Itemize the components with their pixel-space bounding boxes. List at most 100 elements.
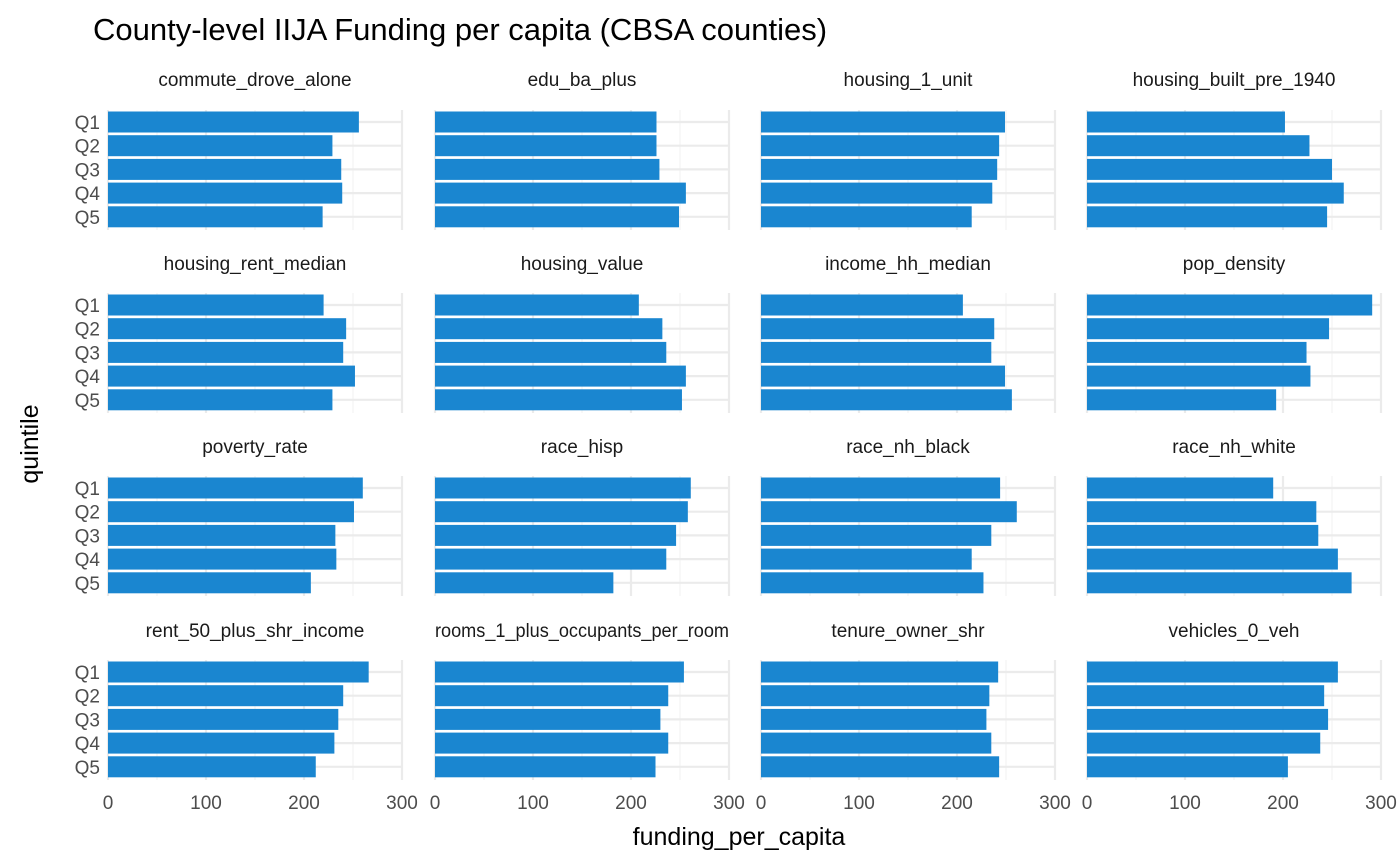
x-tick-label: 200 <box>288 793 320 814</box>
bar <box>435 477 691 499</box>
bar <box>108 182 343 204</box>
x-tick-label: 300 <box>1039 793 1071 814</box>
x-tick-label: 200 <box>941 793 973 814</box>
y-tick-label: Q4 <box>75 367 101 388</box>
bar <box>761 524 992 546</box>
bar <box>108 756 316 778</box>
bar <box>1087 341 1307 363</box>
y-tick-label: Q2 <box>75 137 100 158</box>
bar <box>761 477 1001 499</box>
x-tick-label: 100 <box>843 793 875 814</box>
bar <box>108 158 342 180</box>
bar <box>108 135 333 157</box>
facet-panel: race_nh_white <box>1085 437 1383 596</box>
y-tick-label: Q4 <box>75 734 101 755</box>
bar <box>761 661 999 683</box>
facet-strip-label: rent_50_plus_shr_income <box>146 621 365 642</box>
bar <box>761 341 992 363</box>
bar <box>108 572 311 594</box>
bar <box>761 318 995 340</box>
bar <box>108 206 323 228</box>
bar <box>435 318 663 340</box>
bar <box>1087 477 1274 499</box>
facet-panel: housing_built_pre_1940 <box>1085 70 1383 230</box>
bar <box>1087 524 1319 546</box>
bar <box>761 732 992 754</box>
facet-strip-label: housing_built_pre_1940 <box>1133 70 1336 91</box>
y-tick-label: Q2 <box>75 687 100 708</box>
bar <box>108 548 337 570</box>
bar <box>435 685 669 707</box>
bar <box>435 524 677 546</box>
y-axis-title: quintile <box>16 404 44 483</box>
bar <box>1087 294 1373 316</box>
bar <box>1087 732 1321 754</box>
bar <box>1087 318 1330 340</box>
facet-strip-label: income_hh_median <box>825 254 991 275</box>
bar <box>108 732 335 754</box>
x-tick-label: 100 <box>517 793 549 814</box>
facet-panel: pop_density <box>1085 254 1383 413</box>
facet-strip-label: housing_rent_median <box>164 254 347 275</box>
facet-panel: housing_1_unit <box>759 70 1057 230</box>
facet-strip-label: housing_1_unit <box>844 70 974 91</box>
bar <box>761 501 1017 523</box>
facet-panel: vehicles_0_veh 0 100 200 300 <box>1082 621 1397 814</box>
facet-strip-label: pop_density <box>1183 254 1286 275</box>
facet-strip-label: commute_drove_alone <box>158 70 351 91</box>
bar <box>1087 135 1310 157</box>
x-tick-label: 0 <box>756 793 767 814</box>
bar <box>761 135 1000 157</box>
y-tick-label: Q5 <box>75 758 100 779</box>
bar <box>1087 206 1328 228</box>
x-tick-label: 100 <box>1169 793 1201 814</box>
facet-strip-label: race_nh_black <box>846 437 970 458</box>
bar <box>108 389 333 411</box>
y-tick-label: Q2 <box>75 503 100 524</box>
y-tick-label: Q1 <box>75 296 100 317</box>
bar <box>108 318 347 340</box>
facet-panel: tenure_owner_shr 0 100 200 300 <box>756 621 1071 814</box>
bar <box>435 389 682 411</box>
bar <box>435 365 686 387</box>
facet-strip-label: race_hisp <box>541 437 623 458</box>
bar <box>1087 685 1325 707</box>
bar <box>435 158 660 180</box>
bar <box>108 341 344 363</box>
facet-strip-label: rooms_1_plus_occupants_per_room <box>435 621 729 642</box>
x-tick-label: 300 <box>713 793 745 814</box>
bar <box>1087 182 1344 204</box>
y-tick-label: Q3 <box>75 710 100 731</box>
bar <box>761 756 1000 778</box>
facet-strip-label: vehicles_0_veh <box>1169 621 1300 642</box>
y-tick-label: Q3 <box>75 343 100 364</box>
bar <box>108 661 369 683</box>
x-axis-title: funding_per_capita <box>633 823 846 851</box>
y-tick-label: Q4 <box>75 550 101 571</box>
bar <box>108 111 359 133</box>
facet-panel: edu_ba_plus <box>433 70 731 230</box>
bar <box>108 708 339 730</box>
facet-strip-label: housing_value <box>521 254 644 275</box>
bar <box>108 501 354 523</box>
x-tick-label: 300 <box>386 793 418 814</box>
bar <box>761 548 972 570</box>
bar <box>1087 158 1332 180</box>
chart-title: County-level IIJA Funding per capita (CB… <box>93 12 827 47</box>
y-tick-label: Q5 <box>75 208 100 229</box>
bar <box>761 708 987 730</box>
bar <box>761 182 993 204</box>
facet-strip-label: race_nh_white <box>1172 437 1296 458</box>
y-tick-label: Q3 <box>75 526 100 547</box>
bar <box>435 206 680 228</box>
x-tick-label: 0 <box>103 793 114 814</box>
y-tick-label: Q3 <box>75 160 100 181</box>
bar <box>1087 756 1288 778</box>
facet-strip-label: tenure_owner_shr <box>831 621 985 642</box>
bar <box>435 661 684 683</box>
